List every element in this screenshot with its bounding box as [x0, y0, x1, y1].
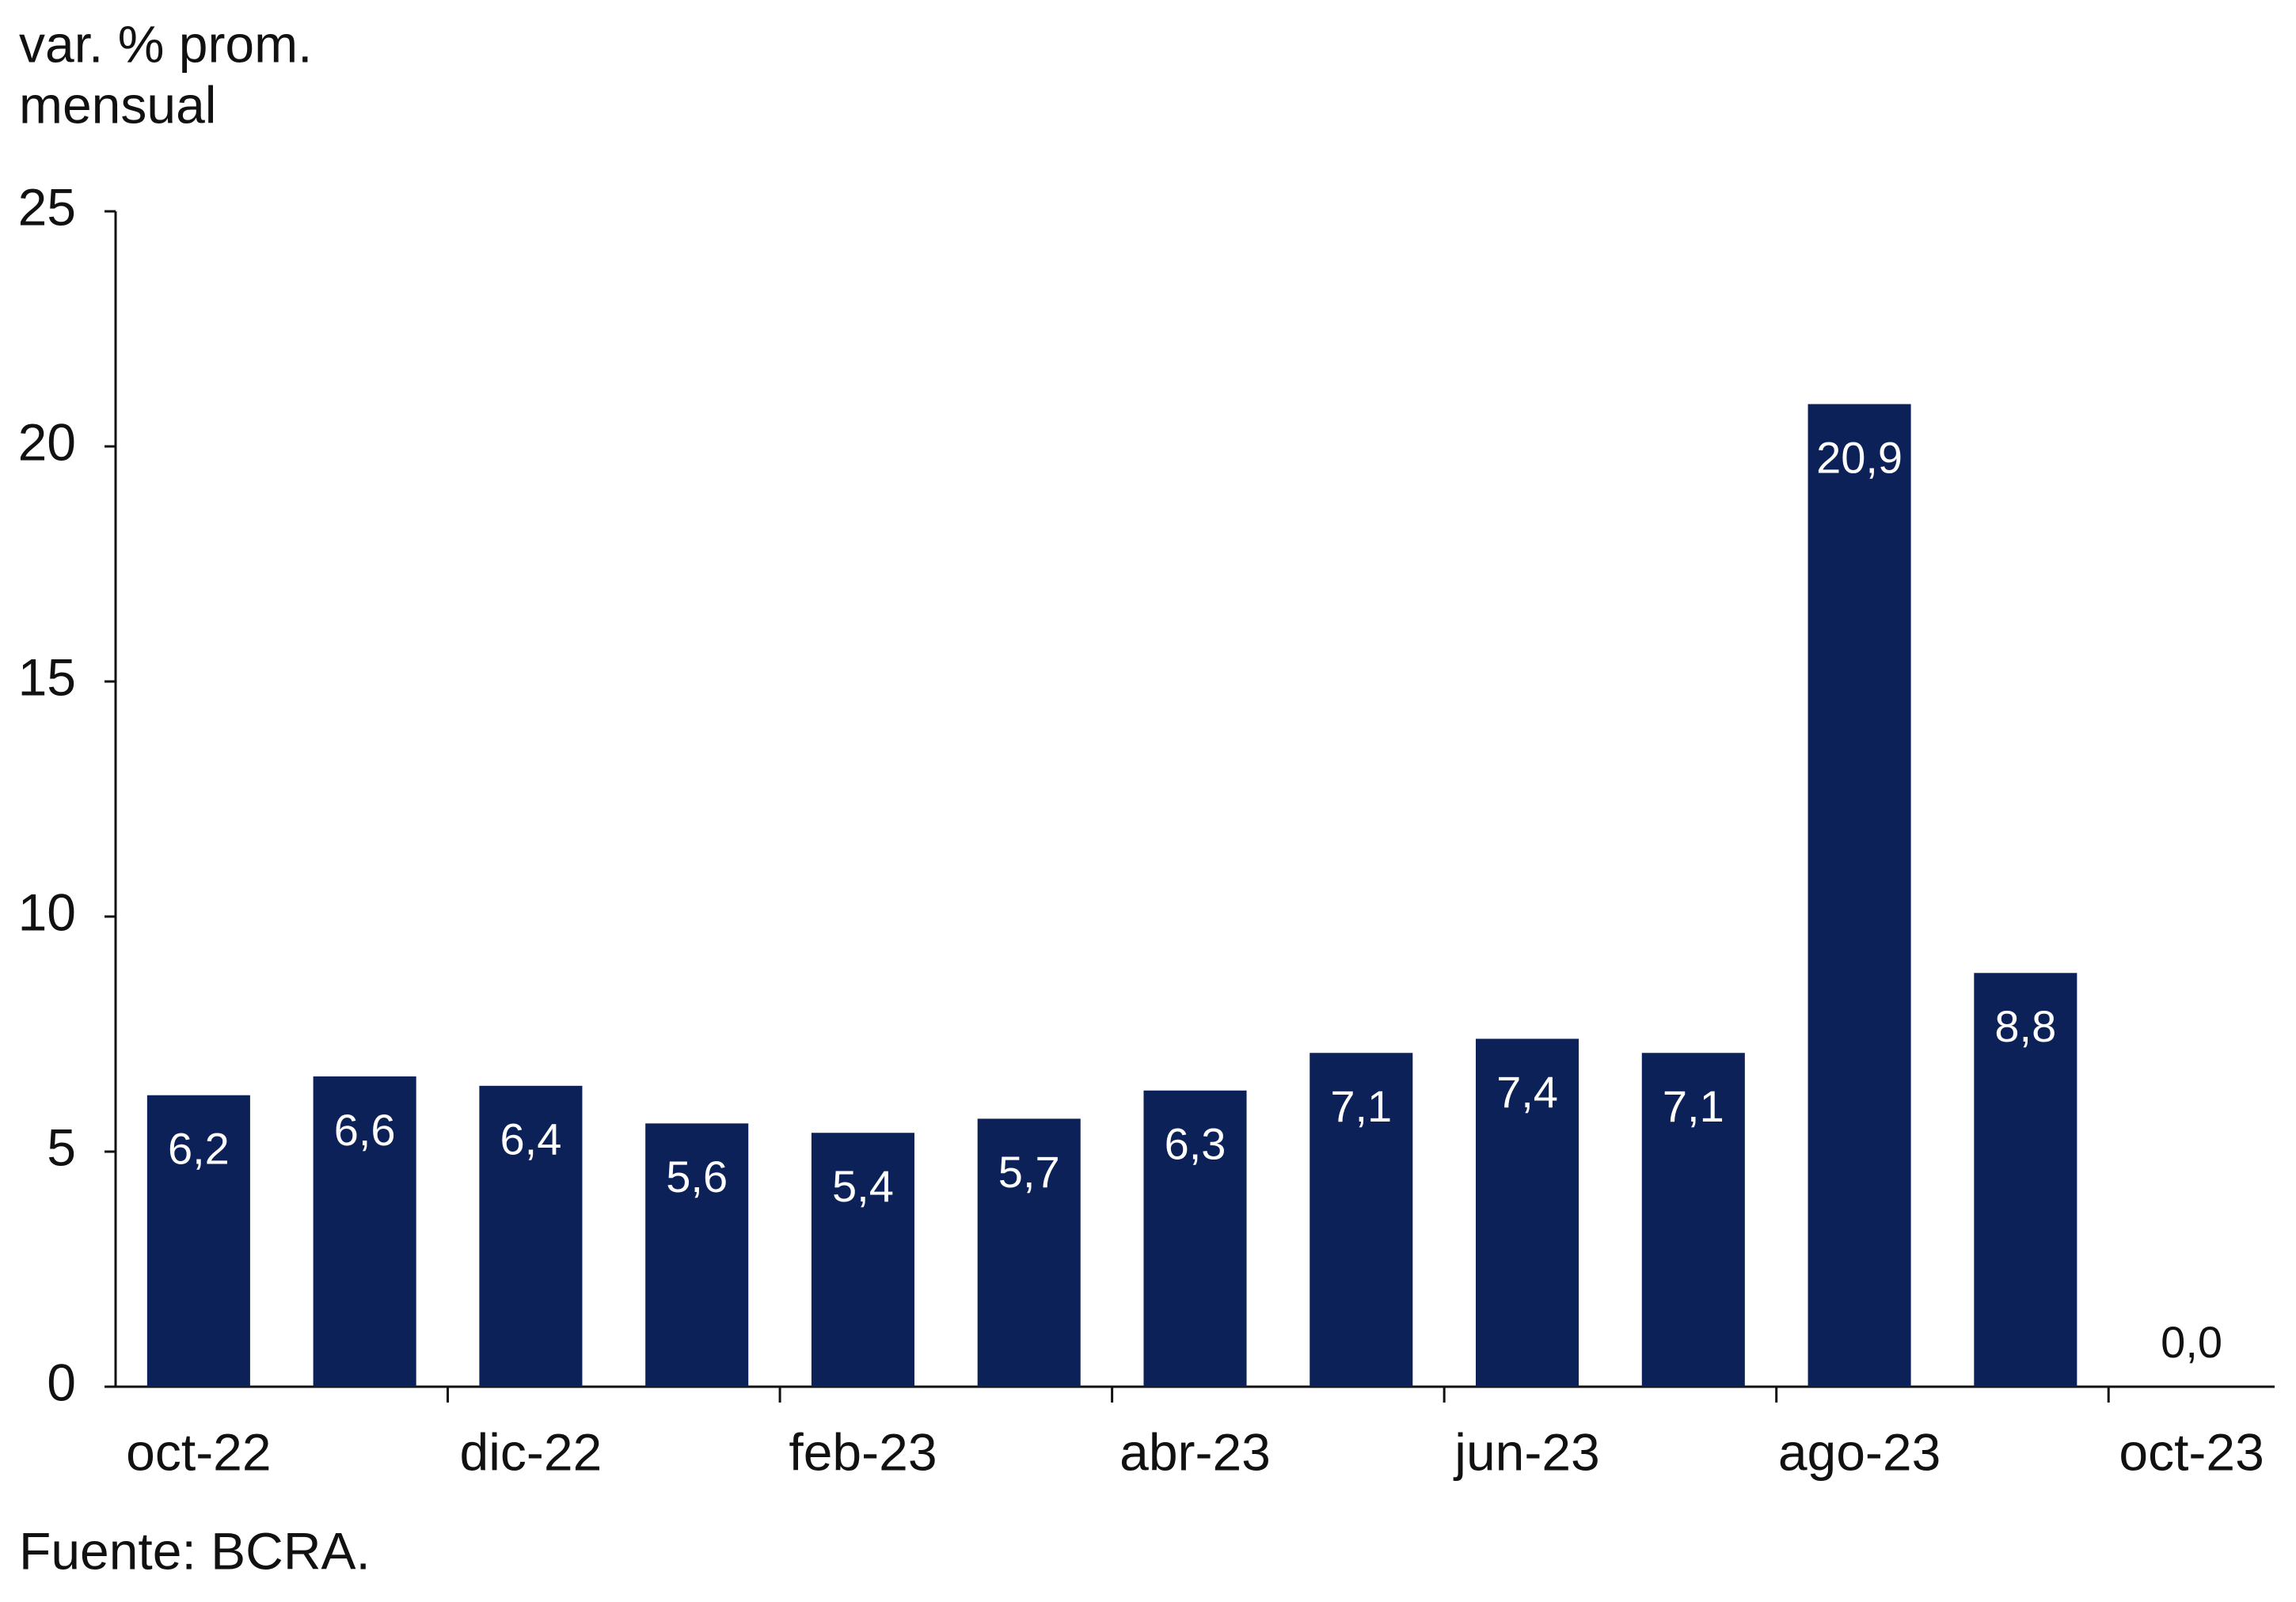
value-label: 5,6	[666, 1152, 728, 1202]
value-label: 0,0	[2161, 1317, 2222, 1367]
bar	[1808, 404, 1911, 1387]
y-tick-label: 25	[18, 177, 76, 236]
value-label: 6,2	[168, 1124, 230, 1174]
value-label: 6,4	[500, 1114, 561, 1164]
x-tick-label: abr-23	[1119, 1422, 1271, 1481]
value-label: 20,9	[1816, 432, 1903, 482]
value-label: 7,1	[1330, 1081, 1392, 1131]
x-tick-label: feb-23	[789, 1422, 937, 1481]
x-tick-label: jun-23	[1453, 1422, 1599, 1481]
y-axis-label: var. % prom.	[19, 14, 312, 73]
bar	[1310, 1053, 1413, 1387]
value-label: 8,8	[1994, 1001, 2056, 1051]
bar	[1476, 1038, 1579, 1387]
bar	[1143, 1090, 1247, 1387]
y-tick-label: 0	[47, 1353, 76, 1411]
x-tick-label: oct-23	[2119, 1422, 2264, 1481]
value-label: 6,6	[334, 1105, 396, 1155]
bar	[811, 1133, 914, 1387]
value-label: 5,4	[832, 1161, 894, 1211]
x-tick-label: oct-22	[126, 1422, 271, 1481]
bar	[977, 1118, 1081, 1387]
value-label: 6,3	[1165, 1119, 1226, 1169]
x-tick-label: dic-22	[460, 1422, 603, 1481]
bar	[1641, 1053, 1745, 1387]
source: Fuente: BCRA.	[19, 1521, 371, 1580]
y-tick-label: 15	[18, 647, 76, 706]
bar	[645, 1123, 749, 1387]
value-label: 7,1	[1663, 1081, 1724, 1131]
bar	[1974, 973, 2077, 1387]
value-label: 7,4	[1496, 1067, 1558, 1117]
y-axis-label: mensual	[19, 75, 216, 134]
y-tick-label: 20	[18, 412, 76, 471]
bar	[313, 1076, 416, 1387]
bar	[479, 1085, 583, 1387]
bar	[146, 1095, 250, 1387]
y-tick-label: 10	[18, 883, 76, 941]
value-label: 5,7	[998, 1147, 1060, 1197]
y-tick-label: 5	[47, 1118, 76, 1176]
x-tick-label: ago-23	[1778, 1422, 1941, 1481]
